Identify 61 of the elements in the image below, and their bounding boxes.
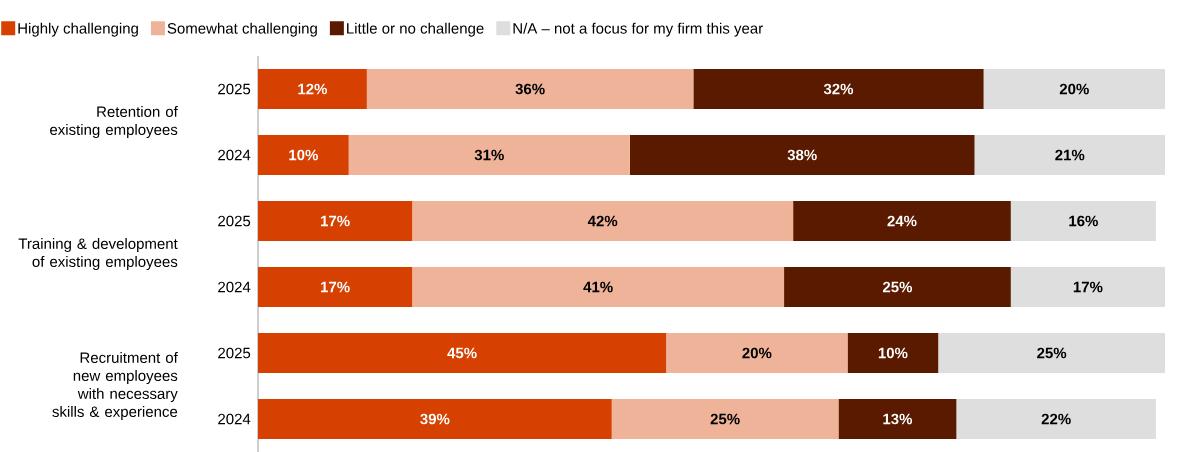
y-tick-label: 2025 bbox=[218, 347, 251, 359]
text: Retention of existing employees bbox=[50, 106, 178, 138]
data-label: 22% bbox=[1041, 413, 1071, 425]
bar bbox=[784, 267, 1011, 307]
data-label: 20% bbox=[1059, 83, 1089, 95]
legend-label: Little or no challenge bbox=[347, 22, 484, 37]
bar bbox=[258, 332, 667, 373]
bar bbox=[838, 398, 957, 439]
bar bbox=[258, 267, 413, 307]
data-label: 32% bbox=[823, 83, 854, 95]
data-label: 10% bbox=[878, 347, 908, 359]
data-label: 16% bbox=[1069, 215, 1098, 227]
bar bbox=[983, 69, 1165, 109]
bar bbox=[666, 332, 848, 373]
bar bbox=[629, 135, 975, 175]
data-label: 17% bbox=[321, 215, 350, 227]
bar bbox=[258, 201, 413, 241]
data-label: 17% bbox=[1073, 281, 1103, 293]
bar bbox=[847, 332, 939, 373]
bar bbox=[366, 69, 694, 109]
legend-label: Highly challenging bbox=[18, 22, 138, 37]
data-label: 10% bbox=[289, 149, 318, 161]
data-label: 38% bbox=[787, 149, 817, 161]
text: Recruitment of new employees with necessary skills & experience bbox=[52, 352, 178, 420]
y-tick-label: 2024 bbox=[218, 413, 251, 425]
data-label: 41% bbox=[583, 281, 613, 293]
bar bbox=[412, 267, 785, 307]
y-tick-label: 2024 bbox=[218, 281, 251, 293]
bar bbox=[974, 135, 1165, 175]
bar bbox=[1010, 267, 1165, 307]
legend-label: Somewhat challenging bbox=[167, 22, 317, 37]
y-tick-label: 2025 bbox=[218, 83, 251, 95]
data-label: 25% bbox=[710, 413, 740, 425]
data-label: 12% bbox=[298, 83, 328, 95]
data-label: 24% bbox=[887, 215, 917, 227]
bar bbox=[258, 69, 367, 109]
data-label: 13% bbox=[883, 413, 913, 425]
data-label: 36% bbox=[515, 83, 545, 95]
y-tick-label: 2025 bbox=[218, 215, 251, 227]
y-tick-label: 2024 bbox=[218, 149, 251, 161]
bar bbox=[938, 332, 1165, 373]
bar bbox=[258, 398, 612, 439]
bar bbox=[693, 69, 984, 109]
data-label: 31% bbox=[474, 149, 504, 161]
text: Training & development of existing employees bbox=[18, 238, 178, 270]
bar bbox=[1010, 201, 1156, 241]
bar bbox=[956, 398, 1156, 439]
bar bbox=[793, 201, 1011, 241]
data-label: 17% bbox=[321, 281, 350, 293]
data-label: 21% bbox=[1055, 149, 1085, 161]
data-label: 45% bbox=[447, 347, 477, 359]
legend-label: N/A – not a focus for my firm this year bbox=[513, 22, 763, 37]
data-label: 42% bbox=[587, 215, 618, 227]
data-label: 25% bbox=[1037, 347, 1067, 359]
bar bbox=[611, 398, 839, 439]
data-label: 25% bbox=[882, 281, 913, 293]
data-label: 39% bbox=[420, 413, 450, 425]
bar bbox=[258, 135, 349, 175]
bar bbox=[348, 135, 630, 175]
data-label: 20% bbox=[742, 347, 772, 359]
bar bbox=[412, 201, 794, 241]
